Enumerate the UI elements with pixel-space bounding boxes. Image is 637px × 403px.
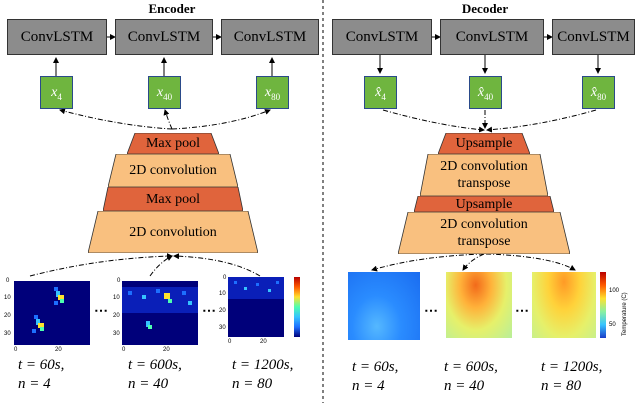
encoder-max-pool-bottom: Max pool (103, 187, 243, 211)
encoder-caption-1: t = 60s, n = 4 (18, 357, 65, 392)
encoder-input-x80: x80 (256, 76, 289, 109)
decoder-conv-transpose-bottom: 2D convolution transpose (398, 212, 570, 254)
tick-y-20-c: 20 (219, 308, 226, 314)
encoder-conv-top: 2D convolution (108, 154, 238, 187)
tick-y-0-b: 0 (117, 278, 121, 284)
encoder-title: Encoder (148, 1, 196, 16)
decoder-output-x4: x̂4 (364, 76, 397, 109)
encoder-heatmap-t600 (122, 281, 198, 345)
decoder-convlstm-1: ConvLSTM (332, 19, 432, 55)
decoder-caption-1: t = 60s, n = 4 (352, 359, 399, 394)
tick-y-30-c: 30 (219, 325, 226, 331)
ellipsis-4: ⋯ (515, 304, 529, 319)
tick-y-0: 0 (6, 278, 10, 284)
tick-x-0-c: 0 (228, 339, 232, 345)
decoder-caption-2: t = 600s, n = 40 (444, 359, 498, 394)
tick-y-0-c: 0 (223, 275, 227, 281)
tick-y-20-b: 20 (113, 313, 120, 319)
colorbar-tick-50: 50 (609, 322, 616, 328)
tick-x-20-b: 20 (163, 347, 170, 353)
decoder-upsample-bottom: Upsample (414, 196, 554, 212)
tick-y-10: 10 (4, 295, 11, 301)
encoder-heatmap-t60 (14, 281, 90, 345)
decoder-output-x40: x̂40 (469, 76, 502, 109)
encoder-input-x40: x40 (148, 76, 181, 109)
decoder-output-x80: x̂80 (582, 76, 615, 109)
decoder-heatmap-t60 (348, 272, 420, 340)
decoder-caption-3: t = 1200s, n = 80 (541, 359, 603, 394)
decoder-conv-transpose-top: 2D convolution transpose (420, 154, 548, 196)
encoder-caption-3: t = 1200s, n = 80 (232, 357, 294, 392)
tick-x-20: 20 (55, 347, 62, 353)
ellipsis-3: ⋯ (424, 304, 438, 319)
tick-y-10-b: 10 (113, 295, 120, 301)
encoder-conv-bottom: 2D convolution (88, 211, 258, 253)
decoder-colorbar (600, 272, 606, 338)
encoder-convlstm-2: ConvLSTM (115, 19, 213, 55)
decoder-convlstm-3: ConvLSTM (552, 19, 635, 55)
encoder-convlstm-1: ConvLSTM (7, 19, 107, 55)
encoder-heatmap-t1200 (228, 277, 284, 337)
encoder-input-x4: x4 (40, 76, 73, 109)
tick-y-10-c: 10 (219, 291, 226, 297)
decoder-heatmap-t1200 (532, 272, 596, 338)
encoder-colorbar (294, 277, 300, 337)
decoder-title: Decoder (461, 1, 509, 16)
colorbar-tick-100: 100 (609, 288, 620, 294)
encoder-max-pool-top: Max pool (127, 133, 219, 154)
tick-x-0: 0 (14, 347, 18, 353)
ellipsis-1: ⋯ (94, 304, 108, 319)
decoder-upsample-top: Upsample (438, 133, 530, 154)
tick-x-0-b: 0 (122, 347, 126, 353)
colorbar-label: Temperature (C) (622, 292, 628, 336)
tick-y-20: 20 (4, 313, 11, 319)
tick-y-30: 30 (4, 331, 11, 337)
encoder-convlstm-3: ConvLSTM (221, 19, 319, 55)
ellipsis-2: ⋯ (202, 304, 216, 319)
tick-y-30-b: 30 (113, 331, 120, 337)
tick-x-20-c: 20 (260, 339, 267, 345)
decoder-convlstm-2: ConvLSTM (440, 19, 544, 55)
decoder-heatmap-t600 (446, 272, 512, 338)
encoder-caption-2: t = 600s, n = 40 (128, 357, 182, 392)
